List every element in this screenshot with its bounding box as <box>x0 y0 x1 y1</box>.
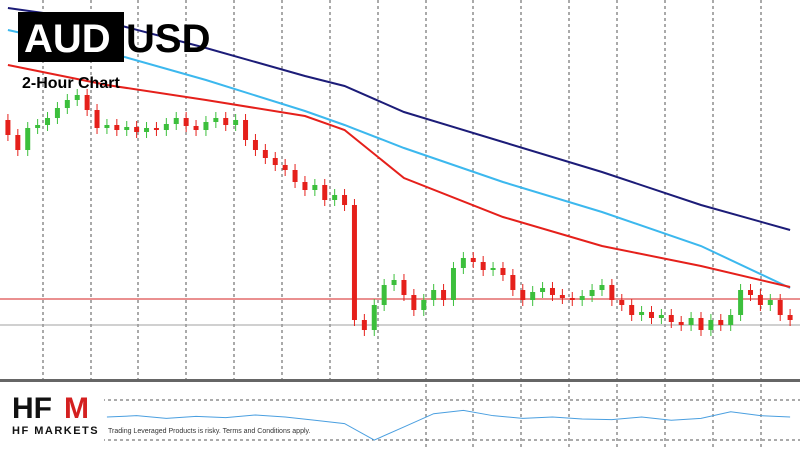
candle-body <box>371 305 377 330</box>
candle-body <box>203 122 209 130</box>
candle-body <box>183 118 189 126</box>
candle-body <box>64 100 70 108</box>
candle-body <box>302 182 308 190</box>
subtitle: 2-Hour Chart <box>22 75 120 92</box>
candle-body <box>262 150 268 158</box>
candle-body <box>747 290 753 295</box>
candle-body <box>332 195 338 200</box>
candle-body <box>450 268 456 300</box>
symbol-quote: USD <box>126 17 210 61</box>
candle-body <box>351 205 357 320</box>
candle-body <box>124 127 130 130</box>
candle-body <box>431 290 437 300</box>
candle-body <box>361 320 367 330</box>
candle-body <box>678 322 684 325</box>
candle-body <box>708 320 714 330</box>
candle-body <box>480 262 486 270</box>
candle-body <box>45 118 51 125</box>
logo-name: HF MARKETS <box>12 425 99 437</box>
candle-body <box>153 128 159 130</box>
candle-body <box>718 320 724 325</box>
candle-body <box>163 124 169 130</box>
price-panel <box>0 7 800 336</box>
candle-body <box>342 195 348 205</box>
candle-body <box>569 298 575 300</box>
candle-body <box>787 315 793 320</box>
candle-body <box>441 290 447 300</box>
candle-body <box>134 127 140 132</box>
logo-letters: HF <box>12 392 52 425</box>
candle-body <box>84 95 90 110</box>
candle-body <box>688 318 694 325</box>
candle-body <box>500 268 506 275</box>
candle-body <box>74 95 80 100</box>
logo-backdrop <box>0 384 104 450</box>
candle-body <box>589 290 595 296</box>
candle-body <box>104 125 110 128</box>
candle-body <box>213 118 219 122</box>
candle-body <box>757 295 763 305</box>
moving-average <box>7 7 791 231</box>
candle-body <box>411 295 417 310</box>
candle-body <box>35 125 41 128</box>
candle-body <box>460 258 466 268</box>
candle-body <box>510 275 516 290</box>
candle-body <box>599 285 605 290</box>
candle-body <box>233 120 239 125</box>
candle-body <box>252 140 258 150</box>
symbol-box <box>18 12 124 62</box>
candle-body <box>401 280 407 295</box>
candle-body <box>648 312 654 318</box>
logo-accent: M <box>64 392 89 425</box>
candle-body <box>381 285 387 305</box>
candle-body <box>777 300 783 315</box>
candle-body <box>530 292 536 300</box>
candle-body <box>94 110 100 128</box>
candle-body <box>767 300 773 305</box>
candle-body <box>5 120 11 135</box>
candle-body <box>738 290 744 315</box>
candle-body <box>25 128 31 150</box>
candle-body <box>322 185 328 200</box>
candle-body <box>520 290 526 300</box>
candle-body <box>282 165 288 170</box>
candle-body <box>54 108 60 118</box>
candle-body <box>629 305 635 315</box>
candle-body <box>619 300 625 305</box>
candle-body <box>639 312 645 315</box>
moving-average <box>7 29 791 289</box>
symbol-base: AUD <box>24 17 111 61</box>
candle-body <box>114 125 120 130</box>
candle-body <box>421 300 427 310</box>
candle-body <box>312 185 318 190</box>
indicator-panel <box>106 409 791 441</box>
candle-body <box>292 170 298 182</box>
candle-body <box>490 268 496 270</box>
candle-body <box>391 280 397 285</box>
candle-body <box>579 296 585 300</box>
candle-body <box>540 288 546 292</box>
candle-body <box>272 158 278 165</box>
candle-body <box>728 315 734 325</box>
candle-body <box>15 135 21 150</box>
panel-separator <box>0 379 800 382</box>
disclaimer: Trading Leveraged Products is risky. Ter… <box>108 428 311 435</box>
candle-body <box>193 126 199 130</box>
candle-body <box>223 118 229 125</box>
candle-body <box>658 315 664 318</box>
candle-body <box>549 288 555 295</box>
candle-body <box>559 295 565 298</box>
candle-body <box>144 128 150 132</box>
candle-body <box>470 258 476 262</box>
candle-body <box>668 315 674 322</box>
indicator-line <box>106 409 791 441</box>
candle-body <box>243 120 249 140</box>
candle-body <box>173 118 179 124</box>
candle-body <box>698 318 704 330</box>
candle-body <box>609 285 615 300</box>
moving-average <box>7 64 791 288</box>
